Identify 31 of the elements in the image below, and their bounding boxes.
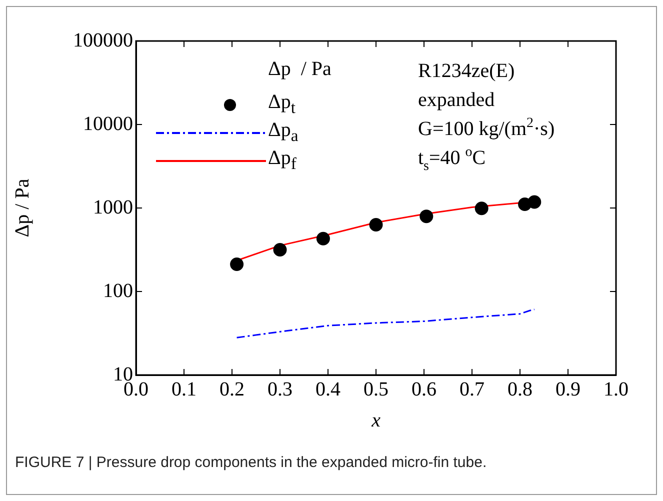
point bbox=[420, 210, 434, 224]
x-tick-label: 0.2 bbox=[220, 378, 244, 400]
x-axis-title: x bbox=[370, 409, 381, 432]
x-tick-label: 0.5 bbox=[364, 378, 388, 400]
point bbox=[528, 195, 542, 209]
caption: FIGURE 7 | Pressure drop components in the expanded micro-fin tube. bbox=[15, 454, 487, 471]
legend-label: Δp$_{f}$ bbox=[268, 146, 296, 175]
y-tick-label: 10000 bbox=[83, 112, 133, 135]
x-tick-label: 0.4 bbox=[316, 378, 340, 400]
x-tick-label: 0.9 bbox=[556, 378, 580, 400]
legend-title: Δp / Pa bbox=[267, 57, 332, 82]
legend-label: Δp$_{t}$ bbox=[268, 91, 296, 117]
x-tick-label: 0.8 bbox=[508, 378, 532, 400]
annotation: R1234ze(E) bbox=[418, 60, 515, 82]
annotation: expanded bbox=[418, 89, 495, 111]
x-tick-label: 0.6 bbox=[412, 378, 436, 400]
x-tick-label: 1.0 bbox=[604, 378, 628, 400]
point bbox=[474, 202, 488, 216]
x-tick-label: 0.7 bbox=[460, 378, 484, 400]
point bbox=[316, 232, 330, 246]
legend-label: Δp$_{a}$ bbox=[268, 119, 298, 145]
y-tick-label: 1000 bbox=[93, 196, 133, 218]
y-tick-label: 100000 bbox=[73, 29, 133, 52]
point bbox=[230, 258, 244, 271]
point bbox=[273, 243, 287, 257]
point bbox=[369, 218, 383, 232]
y-axis-title: Δp / Pa bbox=[11, 178, 34, 238]
y-tick-label: 100 bbox=[103, 280, 133, 302]
line-series bbox=[236, 308, 536, 338]
x-tick-label: 0.1 bbox=[172, 378, 196, 400]
x-tick-label: 0.3 bbox=[268, 378, 292, 400]
